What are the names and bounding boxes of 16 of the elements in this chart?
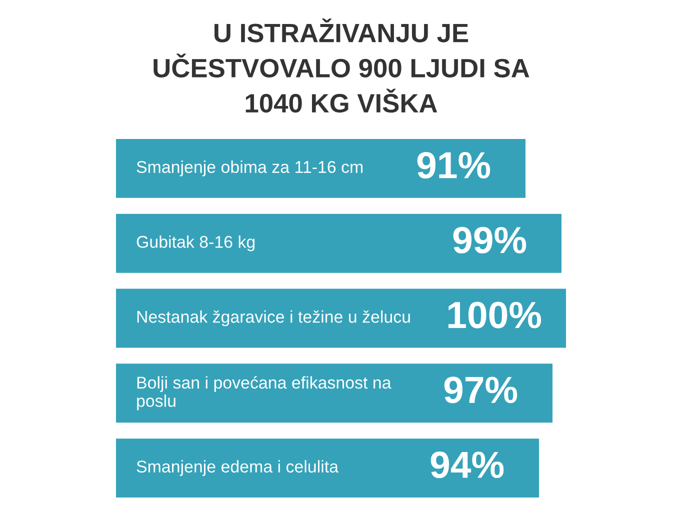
bar bbox=[116, 438, 539, 498]
data-label: 91% bbox=[417, 152, 490, 179]
bar bbox=[116, 364, 552, 423]
data-label: 97% bbox=[444, 376, 518, 404]
y-tick-label: Gubitak 8-16 kg bbox=[136, 235, 255, 252]
y-tick-label: Bolji san i povećana efikasnost na poslu bbox=[137, 376, 392, 410]
chart-title: U ISTRAŽIVANJU JE UČESTVOVALO 900 LJUDI SA 1040 KG VIŠKA bbox=[154, 18, 530, 113]
y-tick-label: Smanjenje edema i celulita bbox=[136, 460, 339, 476]
data-label: 99% bbox=[453, 226, 526, 254]
data-label: 100% bbox=[448, 302, 542, 328]
data-label: 94% bbox=[430, 452, 504, 478]
y-tick-label: Smanjenje obima za 11-16 cm bbox=[136, 160, 362, 176]
y-tick-label: Nestanak žgaravice i težine u želucu bbox=[137, 310, 410, 326]
bar bbox=[116, 288, 566, 348]
bar bbox=[116, 214, 562, 273]
bar bbox=[116, 138, 526, 198]
